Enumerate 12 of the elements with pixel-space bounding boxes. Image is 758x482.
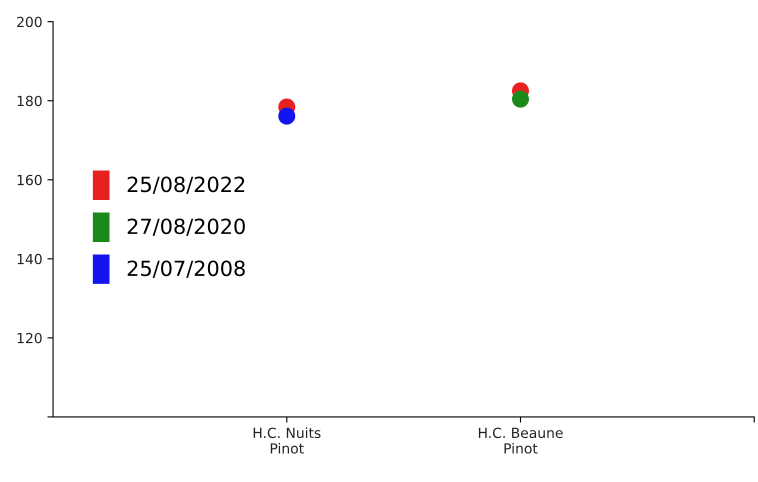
y-tick-label: 160 <box>18 174 42 186</box>
x-tick-label: H.C. Beaune Pinot <box>478 428 563 454</box>
legend-label: 25/08/2022 <box>128 176 244 194</box>
y-tick-label: 200 <box>17 16 42 28</box>
legend-label: 25/07/2008 <box>128 260 245 278</box>
y-tick-label: 180 <box>18 96 42 106</box>
x-tick-label: H.C. Nuits Pinot <box>254 427 321 454</box>
legend-label: 27/08/2020 <box>128 218 245 236</box>
point <box>512 90 529 108</box>
y-tick-label: 140 <box>18 254 42 264</box>
point <box>278 108 296 125</box>
y-tick-label: 120 <box>18 332 42 344</box>
